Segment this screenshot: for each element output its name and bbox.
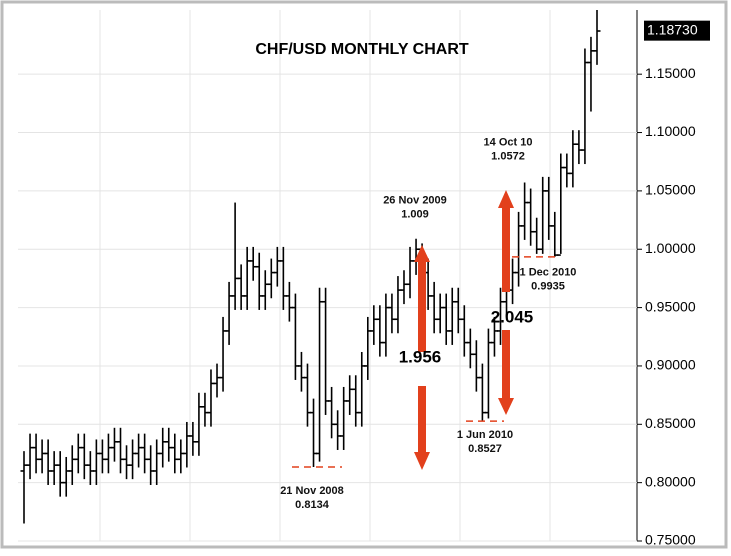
annotation-date: 14 Oct 10 [484,136,533,148]
last-price-box [644,20,710,41]
y-tick-label: 0.80000 [645,473,696,489]
measure-label: 1.956 [399,347,442,366]
annotation-value: 0.9935 [531,281,565,293]
annotation-value: 1.009 [401,209,429,221]
y-tick-label: 1.15000 [645,65,696,81]
annotation-value: 0.8527 [468,443,502,455]
arrow-up [414,245,430,352]
annotation-value: 1.0572 [491,150,525,162]
annotations: 21 Nov 2008 0.8134 26 Nov 2009 1.009 14 Oct … [280,136,576,511]
grid: 0.75000 0.80000 0.85000 0.90000 0.95000 1.000… [18,10,710,548]
chart-title: CHF/USD MONTHLY CHART [255,41,469,58]
annotation-value: 0.8134 [295,499,330,511]
annotation-date: 1 Jun 2010 [457,429,513,441]
y-tick-label: 0.95000 [645,298,696,314]
annotation-date: 1 Dec 2010 [520,267,577,279]
arrows [414,190,514,470]
annotation-date: 21 Nov 2008 [280,485,344,497]
measure-label: 2.045 [491,307,534,326]
y-tick-label: 1.05000 [645,182,696,198]
annotation-date: 26 Nov 2009 [383,195,447,207]
last-price-label: 1.18730 [647,21,698,37]
y-tick-label: 0.85000 [645,415,696,431]
y-tick-label: 0.90000 [645,357,696,373]
arrow-down [498,330,514,415]
arrow-down [414,386,430,470]
price-bars [20,10,601,524]
y-tick-label: 1.10000 [645,123,696,139]
arrow-up [498,190,514,292]
y-tick-label: 0.75000 [645,532,696,548]
time-grid [99,10,551,541]
y-tick-label: 1.00000 [645,240,696,256]
